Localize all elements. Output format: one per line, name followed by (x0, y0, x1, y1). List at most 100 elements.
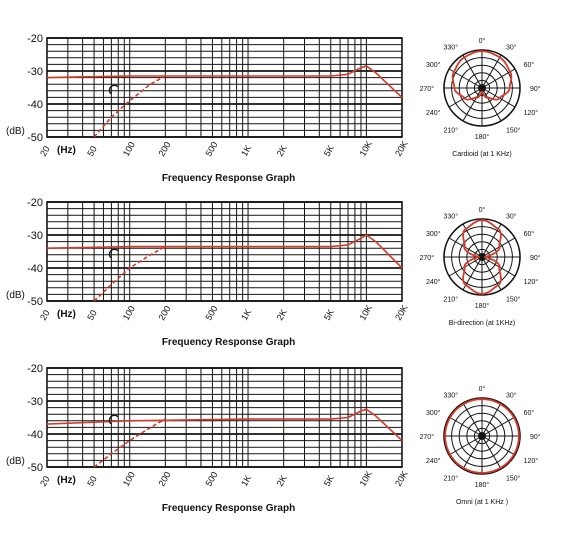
frequency-response-chart: -20 -30 -40 -50(dB) 20 50 100 200 500 1K 2K 5K 10K 20… (6, 363, 410, 514)
x-tick-label: 1K (239, 473, 253, 488)
polar-angle-label: 300° (426, 61, 441, 69)
x-tick-label: 100 (121, 304, 137, 322)
polar-angle-label: 60° (524, 409, 535, 417)
polar-spoke (481, 87, 516, 108)
y-axis-label: (dB) (6, 126, 25, 137)
polar-angle-label: 120° (524, 457, 539, 465)
polar-angle-label: 300° (426, 230, 441, 238)
polar-pattern-curve (462, 219, 502, 295)
x-tick-label: 2K (275, 473, 289, 488)
polar-angle-label: 30° (506, 391, 517, 399)
polar-angle-label: 270° (420, 433, 435, 441)
polar-caption: Bi-direction (at 1KHz) (449, 320, 516, 327)
polar-angle-label: 330° (444, 43, 459, 51)
polar-angle-label: 30° (506, 43, 517, 51)
polar-angle-label: 180° (475, 481, 490, 489)
polar-center (478, 432, 486, 440)
polar-pattern-curve (451, 50, 513, 101)
low-cut-curve (93, 245, 166, 302)
polar-pattern-curve (444, 398, 520, 474)
frequency-response-chart: -20 -30 -40 -50(dB) 20 50 100 200 500 1K 2K 5K 10K 20… (6, 33, 410, 184)
polar-center (478, 84, 486, 92)
x-axis-unit-label: (Hz) (57, 309, 76, 320)
polar-angle-label: 240° (426, 109, 441, 117)
polar-angle-label: 30° (506, 212, 517, 220)
filter-marker (108, 248, 119, 259)
polar-angle-label: 210° (444, 127, 459, 135)
polar-angle-label: 210° (444, 296, 459, 304)
x-tick-label: 50 (85, 144, 99, 158)
y-axis-label: (dB) (6, 290, 25, 301)
low-cut-curve (93, 418, 166, 468)
polar-angle-label: 150° (506, 475, 521, 483)
polar-angle-label: 0° (479, 37, 486, 45)
polar-pattern-chart: 0° 30° 60° 90° 120° 150° 180° 210° 240° 270° 300° 3… (420, 37, 541, 158)
x-tick-label: 20K (393, 469, 410, 488)
y-tick-label: -30 (27, 230, 43, 242)
polar-spoke (448, 435, 483, 456)
polar-spoke (462, 54, 483, 89)
polar-spoke (462, 87, 483, 122)
polar-spoke (481, 54, 502, 89)
x-tick-label: 500 (203, 470, 219, 488)
y-tick-label: -30 (27, 396, 43, 408)
x-tick-label: 20K (393, 139, 410, 158)
polar-spoke (448, 87, 483, 108)
polar-spoke (462, 435, 483, 470)
polar-angle-label: 180° (475, 302, 490, 310)
filter-marker (108, 84, 119, 95)
polar-angle-label: 0° (479, 206, 486, 214)
x-axis-unit-label: (Hz) (57, 145, 76, 156)
x-tick-label: 200 (156, 304, 172, 322)
x-tick-label: 20 (38, 308, 52, 322)
x-tick-label: 200 (156, 470, 172, 488)
x-tick-label: 500 (203, 140, 219, 158)
polar-angle-label: 180° (475, 133, 490, 141)
x-tick-label: 5K (322, 307, 336, 322)
polar-spoke (481, 416, 516, 437)
polar-spoke (481, 402, 502, 437)
x-tick-label: 20 (38, 144, 52, 158)
x-tick-label: 200 (156, 140, 172, 158)
x-tick-label: 2K (275, 143, 289, 158)
polar-angle-label: 240° (426, 457, 441, 465)
polar-spoke (481, 237, 516, 258)
x-tick-label: 2K (275, 307, 289, 322)
polar-spoke (448, 416, 483, 437)
polar-spoke (481, 87, 502, 122)
polar-angle-label: 60° (524, 61, 535, 69)
x-tick-label: 1K (239, 143, 253, 158)
plot-frame (46, 37, 403, 138)
chart-title: Frequency Response Graph (162, 503, 295, 514)
x-tick-label: 1K (239, 307, 253, 322)
y-tick-label: -40 (27, 99, 43, 111)
y-tick-label: -20 (27, 33, 43, 45)
x-tick-label: 20 (38, 474, 52, 488)
y-axis-label: (dB) (6, 456, 25, 467)
polar-angle-label: 90° (530, 433, 541, 441)
response-curve (46, 65, 403, 98)
y-tick-label: -50 (27, 296, 43, 308)
x-tick-label: 5K (322, 143, 336, 158)
response-curve (46, 408, 403, 442)
polar-spoke (448, 237, 483, 258)
polar-angle-label: 330° (444, 212, 459, 220)
y-tick-label: -30 (27, 66, 43, 78)
polar-angle-label: 90° (530, 254, 541, 262)
polar-angle-label: 330° (444, 391, 459, 399)
polar-spoke (448, 256, 483, 277)
x-tick-label: 10K (357, 139, 374, 158)
y-tick-label: -50 (27, 462, 43, 474)
y-tick-label: -40 (27, 429, 43, 441)
polar-spoke (462, 402, 483, 437)
response-curve (46, 234, 403, 269)
y-tick-label: -20 (27, 197, 43, 209)
x-tick-label: 500 (203, 304, 219, 322)
polar-angle-label: 60° (524, 230, 535, 238)
polar-pattern-chart: 0° 30° 60° 90° 120° 150° 180° 210° 240° 270° 300° 3… (420, 206, 541, 327)
polar-angle-label: 240° (426, 278, 441, 286)
plot-frame (46, 367, 403, 468)
polar-angle-label: 90° (530, 85, 541, 93)
y-tick-label: -40 (27, 263, 43, 275)
